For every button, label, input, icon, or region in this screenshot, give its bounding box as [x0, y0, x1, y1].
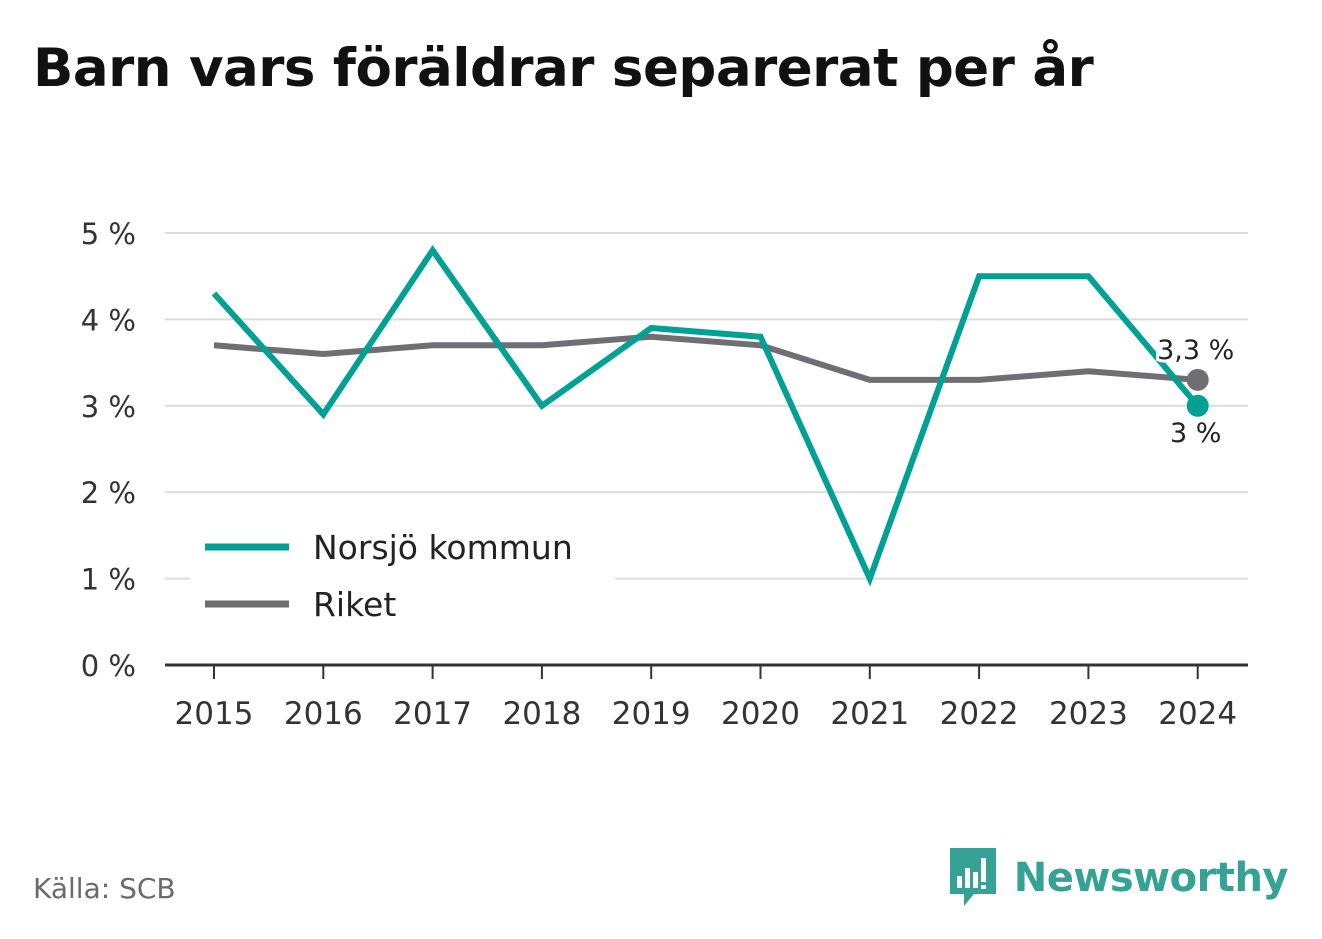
x-tick-label: 2016: [284, 696, 363, 732]
end-markers: 3,3 % 3 %: [1154, 332, 1237, 452]
end-marker-norsjo: [1186, 394, 1209, 417]
end-marker-riket: [1186, 368, 1209, 391]
y-tick-label: 3 %: [81, 390, 136, 424]
brand-name: Newsworthy: [1013, 855, 1289, 901]
x-tick-label: 2017: [393, 696, 472, 732]
y-tick-label: 4 %: [81, 303, 136, 337]
y-tick-label: 0 %: [81, 649, 136, 683]
brand: Newsworthy: [946, 846, 1289, 910]
end-label-riket: 3,3 %: [1157, 335, 1234, 366]
legend-label: Norsjö kommun: [313, 528, 573, 567]
x-tick-label: 2023: [1049, 696, 1128, 732]
x-tick-label: 2018: [502, 696, 581, 732]
y-tick-label: 1 %: [81, 563, 136, 597]
newsworthy-logo-icon: [949, 848, 996, 906]
series-line-norsjö-kommun: [211, 244, 1200, 587]
legend-label: Riket: [313, 585, 396, 624]
y-tick-label: 5 %: [81, 217, 136, 251]
chart-title: Barn vars föräldrar separerat per år: [33, 38, 1094, 99]
x-tick-label: 2015: [175, 696, 254, 732]
x-tick-label: 2019: [612, 696, 691, 732]
x-tick-label: 2022: [940, 696, 1019, 732]
legend: Norsjö kommun Riket: [190, 521, 615, 639]
x-axis-tick-labels: 2015 2016 2017 2018 2019 2020 2021 2022 2023 2024: [175, 665, 1237, 732]
y-tick-label: 2 %: [81, 476, 136, 510]
x-tick-label: 2020: [721, 696, 800, 732]
legend-background: [190, 521, 615, 639]
source-note: Källa: SCB: [33, 872, 176, 905]
series-lines: [211, 244, 1200, 587]
x-tick-label: 2021: [830, 696, 909, 732]
y-axis-tick-labels: 0 % 1 % 2 % 3 % 4 % 5 %: [81, 217, 136, 683]
end-label-norsjo: 3 %: [1170, 418, 1221, 449]
series-line-riket: [213, 333, 1198, 383]
x-tick-label: 2024: [1158, 696, 1237, 732]
